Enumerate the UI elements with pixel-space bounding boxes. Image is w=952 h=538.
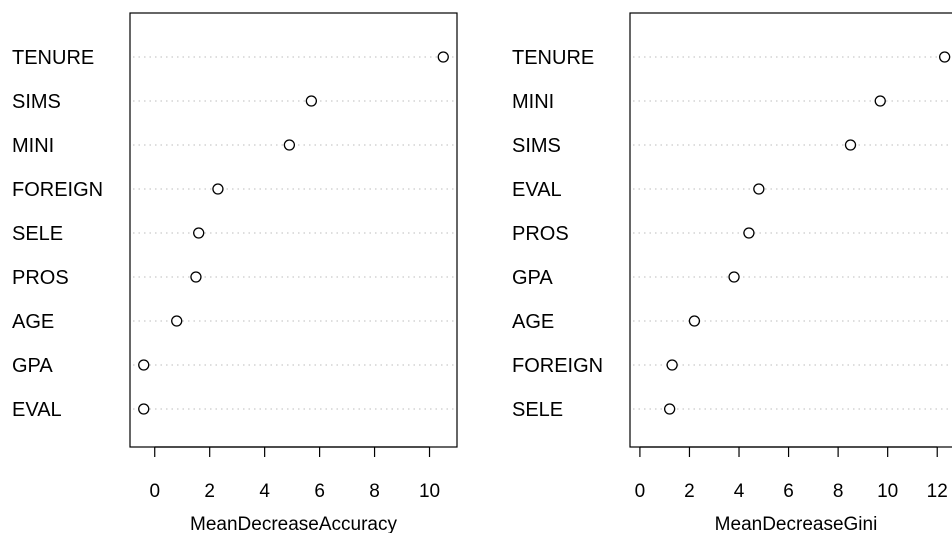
x-tick-label: 10 — [419, 481, 440, 502]
variable-label: SIMS — [12, 91, 61, 113]
variable-label: MINI — [512, 91, 554, 113]
x-tick-label: 6 — [314, 481, 325, 502]
x-tick-label: 0 — [149, 481, 160, 502]
variable-label: SELE — [12, 223, 63, 245]
variable-label: PROS — [12, 267, 69, 289]
x-tick-label: 12 — [927, 481, 948, 502]
data-point — [283, 139, 296, 151]
data-point — [728, 271, 740, 283]
data-point — [663, 403, 676, 415]
variable-label: FOREIGN — [512, 355, 603, 377]
x-tick-label: 6 — [783, 481, 794, 502]
x-tick-label: 10 — [877, 481, 898, 502]
variable-label: MINI — [12, 135, 54, 157]
data-point — [193, 227, 205, 239]
data-point — [190, 271, 202, 283]
variable-label: FOREIGN — [12, 179, 103, 201]
x-tick-label: 0 — [635, 481, 646, 502]
data-point — [138, 403, 150, 415]
data-point — [688, 315, 701, 327]
variable-label: GPA — [512, 267, 553, 289]
x-tick-label: 4 — [734, 481, 745, 502]
data-point — [939, 51, 951, 63]
plot-frame — [129, 12, 458, 448]
x-axis-title: MeanDecreaseAccuracy — [190, 514, 397, 533]
x-tick-label: 8 — [833, 481, 844, 502]
data-point — [212, 183, 224, 195]
x-tick-label: 2 — [204, 481, 215, 502]
x-tick-label: 8 — [369, 481, 380, 502]
data-point — [874, 95, 886, 107]
x-tick-label: 2 — [684, 481, 695, 502]
variable-label: TENURE — [12, 47, 94, 69]
data-point — [743, 227, 755, 239]
variable-label: AGE — [512, 311, 554, 333]
variable-label: SIMS — [512, 135, 561, 157]
variable-label: TENURE — [512, 47, 594, 69]
data-point — [171, 315, 183, 327]
variable-label: AGE — [12, 311, 54, 333]
variable-label: GPA — [12, 355, 53, 377]
x-tick-label: 4 — [259, 481, 270, 502]
data-point — [844, 139, 857, 151]
variable-label: EVAL — [12, 399, 62, 421]
variable-label: EVAL — [512, 179, 562, 201]
plot-frame — [629, 12, 952, 448]
variable-label: PROS — [512, 223, 569, 245]
data-point — [437, 51, 449, 63]
data-point — [753, 183, 765, 195]
data-point — [305, 95, 318, 107]
panel-mean-decrease-gini: TENURE MINI SIMS EVAL PROS GPA AGE FOREIGN SELE 0… — [512, 12, 952, 535]
data-point — [138, 359, 150, 371]
panel-mean-decrease-accuracy: TENURE SIMS MINI FOREIGN SELE PROS AGE GPA EVAL 0… — [12, 12, 458, 535]
x-axis-title: MeanDecreaseGini — [715, 514, 878, 533]
data-point — [666, 359, 678, 371]
variable-label: SELE — [512, 399, 563, 421]
